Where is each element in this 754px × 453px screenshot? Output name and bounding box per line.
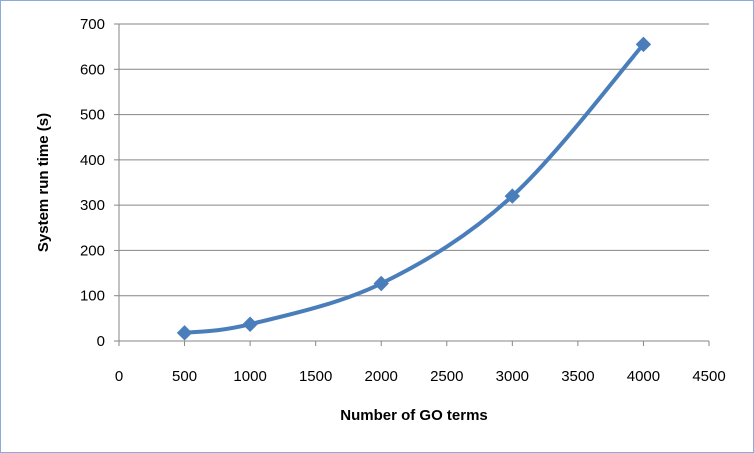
y-tick-label: 500 — [80, 107, 105, 124]
axes — [114, 23, 710, 346]
y-tick-label: 400 — [80, 152, 105, 169]
x-tick-label: 0 — [115, 368, 123, 385]
y-tick-label: 100 — [80, 288, 105, 305]
data-point-marker — [504, 188, 521, 204]
y-tick-label: 0 — [97, 333, 105, 350]
y-tick-label: 600 — [80, 61, 105, 78]
marker-layer — [176, 36, 652, 341]
x-tick-label: 1500 — [299, 368, 332, 385]
y-tick-label: 300 — [80, 197, 105, 214]
data-point-marker — [373, 275, 389, 292]
data-point-marker — [635, 36, 652, 53]
y-axis-title: System run time (s) — [35, 113, 52, 252]
x-tick-label: 4500 — [692, 368, 725, 385]
x-tick-label: 3000 — [496, 368, 529, 385]
x-tick-label: 3500 — [561, 368, 594, 385]
x-tick-label: 1000 — [233, 368, 266, 385]
gridlines — [119, 23, 709, 297]
y-tick-label: 200 — [80, 242, 105, 259]
x-tick-label: 2500 — [430, 368, 463, 385]
x-tick-label: 2000 — [365, 368, 398, 385]
data-point-marker — [176, 325, 193, 341]
x-tick-label: 4000 — [627, 368, 660, 385]
x-axis-title: Number of GO terms — [340, 407, 488, 424]
data-point-marker — [242, 316, 258, 332]
tick-labels: 0 100 200 300 400 500 600 700 0 500 1000 1500 2000 25… — [80, 16, 726, 385]
y-tick-label: 700 — [80, 16, 105, 33]
x-tick-label: 500 — [172, 368, 197, 385]
